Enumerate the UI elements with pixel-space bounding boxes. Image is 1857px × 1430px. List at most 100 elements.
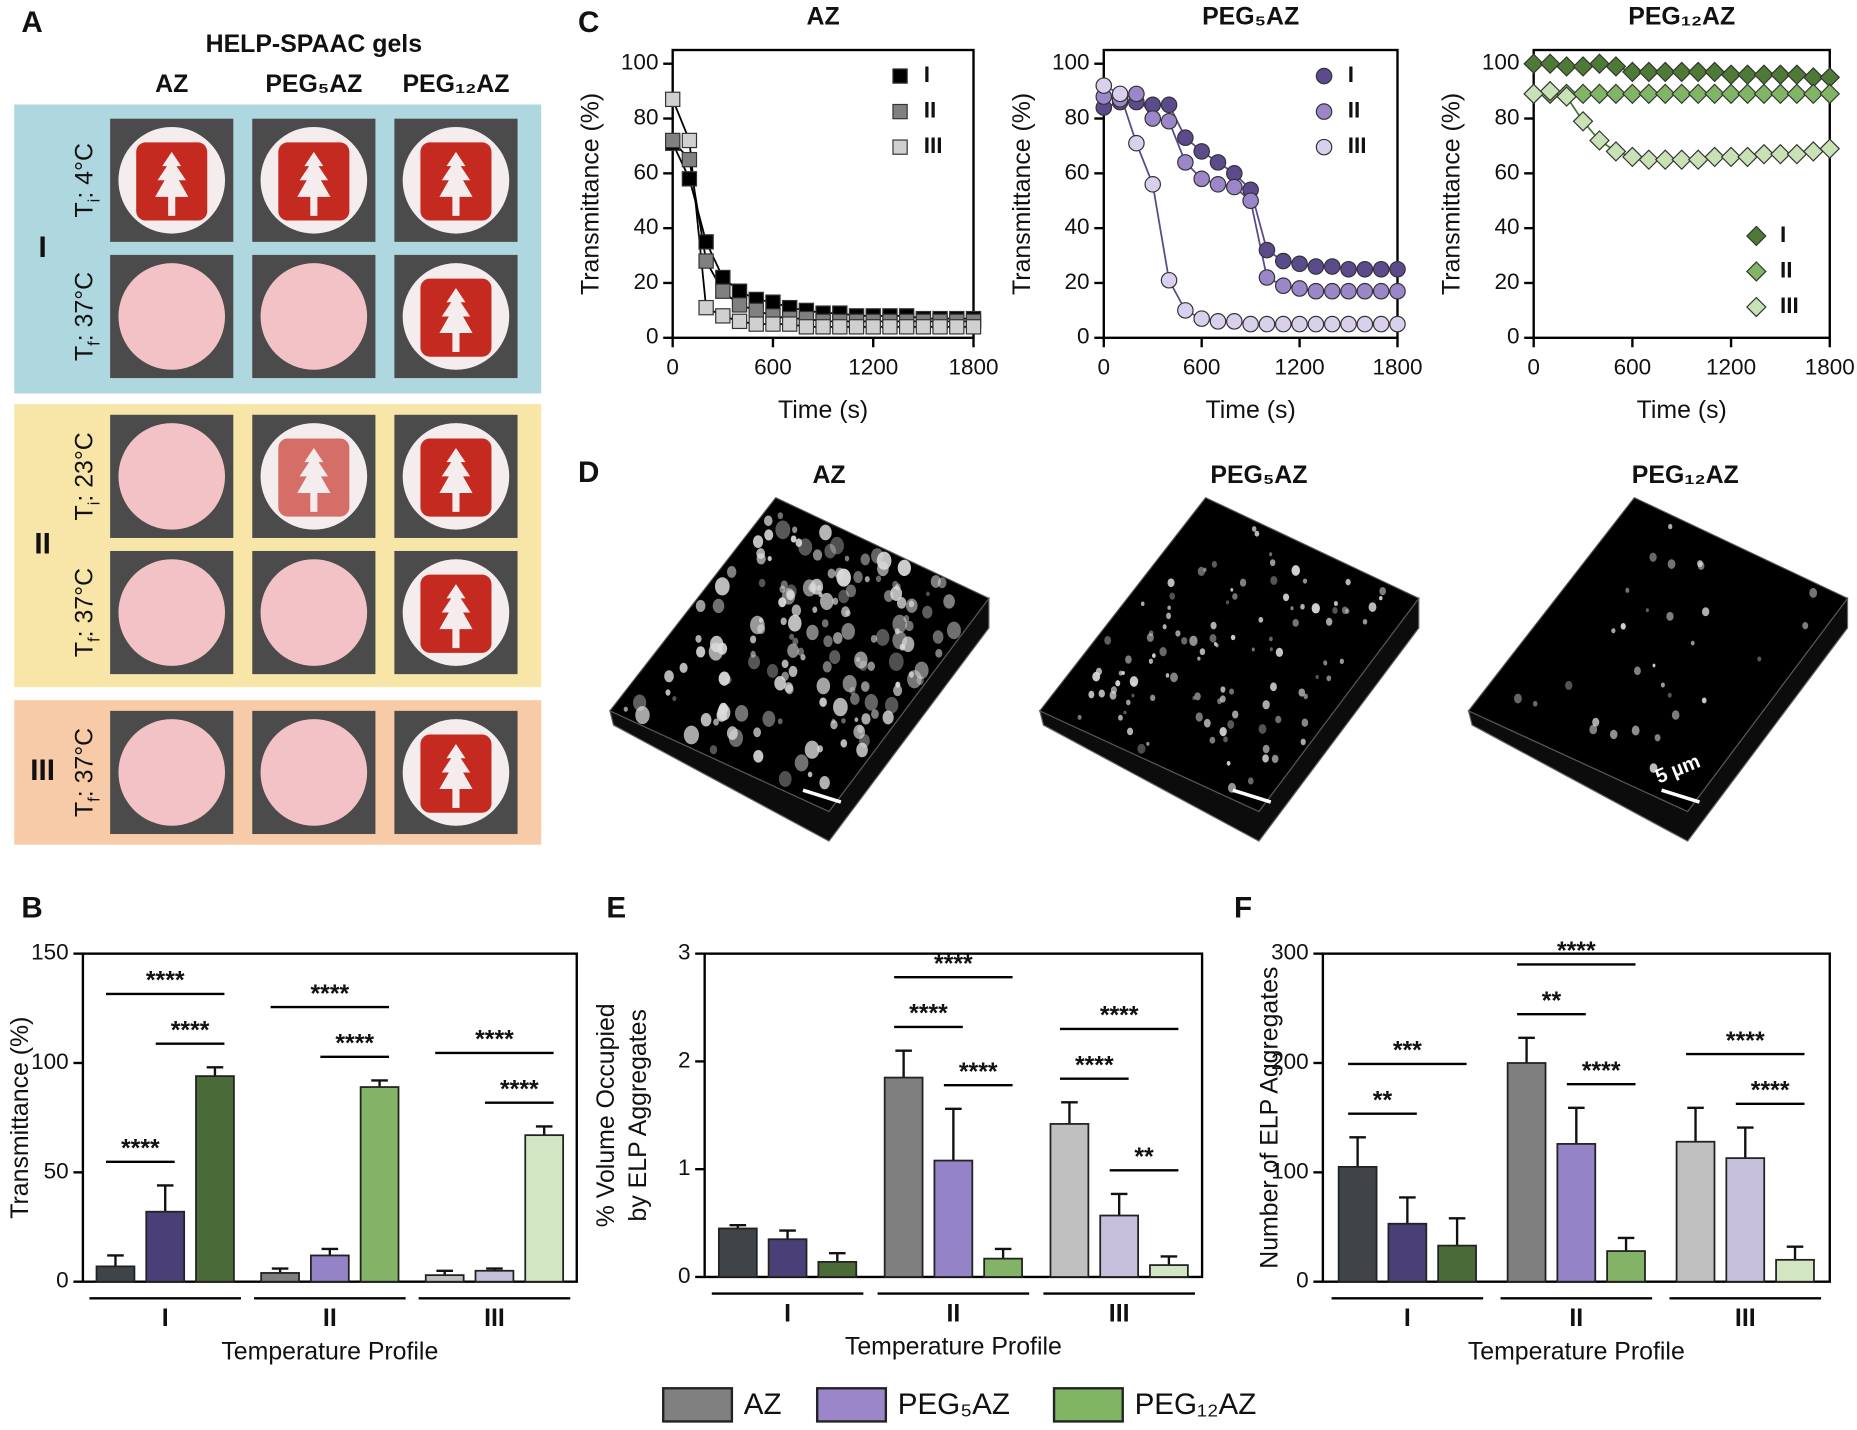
aggregate (1275, 715, 1282, 724)
marker (1372, 315, 1390, 333)
aggregate (870, 634, 878, 643)
panel-a-title: HELP-SPAAC gels (206, 30, 422, 58)
aggregate (1292, 618, 1299, 627)
y-tick-label: 0 (1077, 324, 1090, 349)
aggregate (840, 739, 848, 748)
panel-label: E (606, 892, 626, 925)
aggregate (726, 566, 737, 578)
gel-photo (260, 559, 368, 666)
aggregate (774, 676, 786, 691)
aggregate (836, 568, 851, 587)
marker (1209, 313, 1227, 330)
marker (1654, 83, 1676, 105)
y-axis-label: Transmittance (%) (577, 93, 605, 295)
aggregate (1565, 680, 1573, 690)
legend-label: III (1348, 133, 1367, 158)
y-axis-label: Number of ELP Aggregates (1255, 967, 1283, 1269)
legend-label: PEG₅AZ (898, 1388, 1010, 1421)
aggregate (807, 771, 813, 778)
legend-marker (1746, 225, 1767, 247)
bar (1556, 1143, 1597, 1283)
aggregate (818, 591, 823, 598)
aggregate (1667, 559, 1676, 569)
bar (145, 1210, 186, 1283)
aggregate (1300, 603, 1305, 610)
x-tick-label: III (1109, 1299, 1130, 1327)
gel-photo (118, 423, 226, 530)
aggregate (1251, 647, 1255, 652)
y-axis-label: Transmittance (%) (1008, 93, 1036, 295)
significance-label: **** (121, 1134, 160, 1162)
aggregate (1282, 593, 1290, 602)
logo-tree (155, 151, 189, 216)
marker (1356, 315, 1374, 333)
marker (915, 319, 932, 335)
aggregate (808, 583, 816, 593)
y-tick-label: 200 (1271, 1049, 1309, 1074)
x-tick-label: 0 (666, 355, 679, 380)
marker (698, 234, 714, 250)
marker (715, 283, 731, 299)
aggregate (778, 771, 792, 787)
y-tick-label: 150 (31, 940, 69, 965)
y-tick-label: 2 (678, 1047, 691, 1072)
aggregate (1226, 760, 1231, 766)
legend-marker (1315, 138, 1333, 156)
marker (1372, 282, 1390, 300)
volume-top (1038, 496, 1420, 813)
aggregate (1809, 587, 1818, 598)
aggregate (1115, 680, 1121, 687)
aggregate (713, 718, 719, 726)
marker (1128, 134, 1145, 152)
marker (1539, 80, 1561, 102)
marker (1638, 83, 1660, 105)
aggregate (1170, 672, 1178, 683)
marker (1177, 154, 1194, 171)
marker (1622, 83, 1643, 105)
aggregate (1262, 700, 1270, 710)
aggregate (709, 745, 718, 755)
chart-title: AZ (807, 3, 840, 31)
aggregate (1195, 712, 1203, 722)
aggregate (1125, 655, 1132, 664)
aggregate (875, 629, 890, 646)
aggregate (1192, 696, 1196, 701)
aggregate (819, 775, 830, 790)
aggregate (1633, 666, 1641, 676)
marker (1144, 110, 1162, 127)
marker (1291, 255, 1308, 273)
marker (1242, 315, 1259, 333)
aggregate (1148, 658, 1154, 664)
aggregate (854, 651, 868, 669)
aggregate (1645, 608, 1649, 613)
aggregate (897, 559, 911, 577)
marker (1291, 280, 1308, 297)
aggregate (788, 614, 802, 632)
marker (1539, 53, 1561, 75)
aggregate (1666, 611, 1674, 621)
bar (817, 1260, 858, 1278)
aggregate (712, 598, 725, 614)
row-label: Tf: 37°C (70, 568, 103, 657)
marker (1671, 61, 1693, 83)
aggregate (1532, 700, 1538, 707)
aggregate (1514, 693, 1522, 704)
aggregate (844, 555, 850, 562)
significance-label: **** (934, 950, 973, 978)
aggregate (1150, 694, 1156, 702)
y-tick-label: 50 (44, 1158, 69, 1183)
gel-photo (118, 719, 226, 826)
aggregate (1671, 710, 1680, 720)
marker (1323, 315, 1341, 333)
aggregate (838, 589, 850, 604)
aggregate (1275, 647, 1284, 657)
x-axis-label: Time (s) (1206, 396, 1296, 424)
y-tick-label: 60 (1494, 159, 1519, 184)
aggregate (1660, 682, 1665, 688)
aggregate (1092, 671, 1101, 682)
aggregate (1654, 734, 1661, 742)
aggregate (860, 681, 870, 692)
bar (1387, 1222, 1428, 1283)
legend-label: AZ (744, 1388, 782, 1421)
aggregate (1269, 559, 1276, 567)
